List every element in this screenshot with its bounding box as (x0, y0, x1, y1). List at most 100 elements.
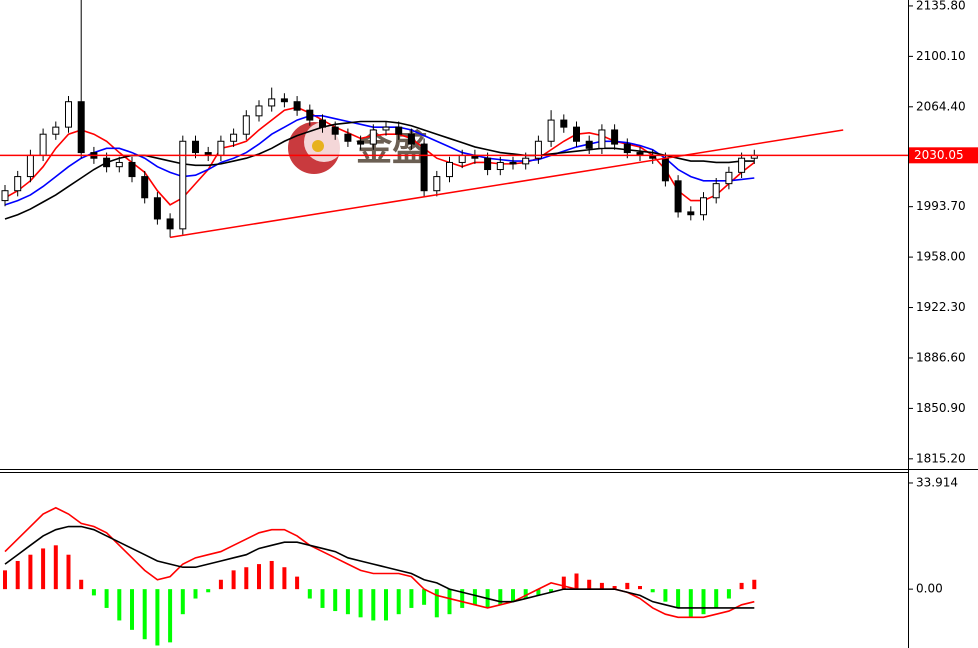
y-tick-label: 1886.60 (916, 350, 966, 364)
candle-body (293, 101, 301, 111)
histogram-bar (3, 570, 7, 590)
candle-body (623, 143, 631, 154)
histogram-bar (549, 589, 554, 593)
candle-body (166, 218, 174, 230)
histogram-bar (447, 589, 452, 615)
histogram-bar (130, 589, 134, 630)
histogram-bar (307, 589, 312, 599)
candle-body (369, 129, 377, 145)
histogram-bar (117, 589, 122, 621)
histogram-bar (295, 576, 300, 590)
histogram-bar (53, 545, 58, 590)
y-tick-label: 1993.70 (916, 199, 966, 213)
histogram-bar (257, 564, 261, 590)
candle-body (446, 161, 453, 178)
candle-body (65, 101, 72, 128)
candle-body (280, 98, 288, 103)
histogram-bar (714, 589, 719, 608)
candle-body (179, 140, 187, 230)
candle-body (433, 176, 441, 192)
candle-body (331, 126, 339, 135)
candle-body (395, 126, 403, 135)
candle-body (560, 119, 568, 128)
candle-body (534, 140, 542, 159)
histogram-bar (612, 586, 617, 590)
candle-body (458, 154, 466, 163)
histogram-bar (638, 586, 642, 590)
histogram-bar (155, 589, 160, 646)
candle-body (128, 161, 136, 178)
histogram-bar (218, 579, 223, 590)
histogram-bar (66, 554, 71, 590)
y-tick-label: 1850.90 (916, 401, 966, 415)
histogram-bar (244, 567, 249, 590)
histogram-bar (472, 589, 477, 605)
histogram-bar (269, 560, 274, 590)
y-tick-label: 2064.40 (916, 99, 966, 113)
histogram-bar (701, 589, 706, 615)
histogram-bar (193, 589, 198, 599)
y-tick-label: 0.00 (916, 582, 943, 596)
candle-body (484, 157, 492, 171)
candle-body (738, 157, 746, 173)
watermark-logo (312, 140, 324, 152)
histogram-bar (523, 589, 528, 599)
histogram-bar (15, 560, 20, 590)
candle-body (573, 126, 580, 142)
histogram-bar (168, 589, 173, 643)
histogram-bar (511, 589, 515, 602)
histogram-bar (752, 579, 757, 590)
candle-body (585, 140, 593, 149)
histogram-bar (663, 589, 668, 602)
candle-body (344, 133, 352, 142)
histogram-bar (498, 589, 503, 605)
histogram-bar (688, 589, 693, 618)
candle-body (255, 105, 263, 117)
histogram-bar (371, 589, 376, 621)
histogram-bar (599, 582, 604, 590)
candle-body (1, 190, 9, 202)
candle-body (357, 140, 365, 145)
histogram-bar (282, 567, 287, 590)
candle-body (230, 133, 238, 142)
histogram-bar (104, 589, 109, 608)
candle-body (611, 129, 619, 145)
histogram-bar (587, 579, 592, 590)
histogram-bar (345, 589, 350, 615)
histogram-bar (180, 589, 185, 615)
candle-body (420, 143, 428, 192)
histogram-bar (396, 589, 401, 615)
candle-body (687, 211, 695, 216)
y-tick-label: 2135.80 (916, 0, 966, 12)
candle-body (306, 109, 314, 121)
candle-body (14, 176, 22, 192)
histogram-bar (91, 589, 96, 596)
histogram-bar (676, 589, 681, 608)
candle-body (242, 115, 250, 135)
histogram-bar (358, 589, 363, 618)
candle-body (77, 101, 85, 154)
histogram-bar (650, 589, 655, 593)
y-tick-label: 2100.10 (916, 49, 966, 63)
histogram-bar (206, 589, 211, 593)
trendline (169, 129, 844, 239)
candle-body (725, 171, 733, 185)
candle-body (39, 133, 47, 156)
y-tick-label: 1922.30 (916, 300, 966, 314)
histogram-bar (79, 579, 84, 590)
candle-body (598, 129, 606, 149)
candle-body (700, 197, 707, 216)
candle-body (496, 161, 504, 171)
price-label: 2030.05 (914, 148, 964, 162)
candle-body (509, 161, 517, 165)
histogram-bar (561, 576, 566, 590)
candle-body (319, 119, 326, 128)
macd-line (4, 525, 755, 609)
histogram-bar (574, 573, 579, 590)
candle-body (103, 157, 111, 168)
candle-body (547, 119, 555, 142)
candle-body (661, 157, 669, 182)
